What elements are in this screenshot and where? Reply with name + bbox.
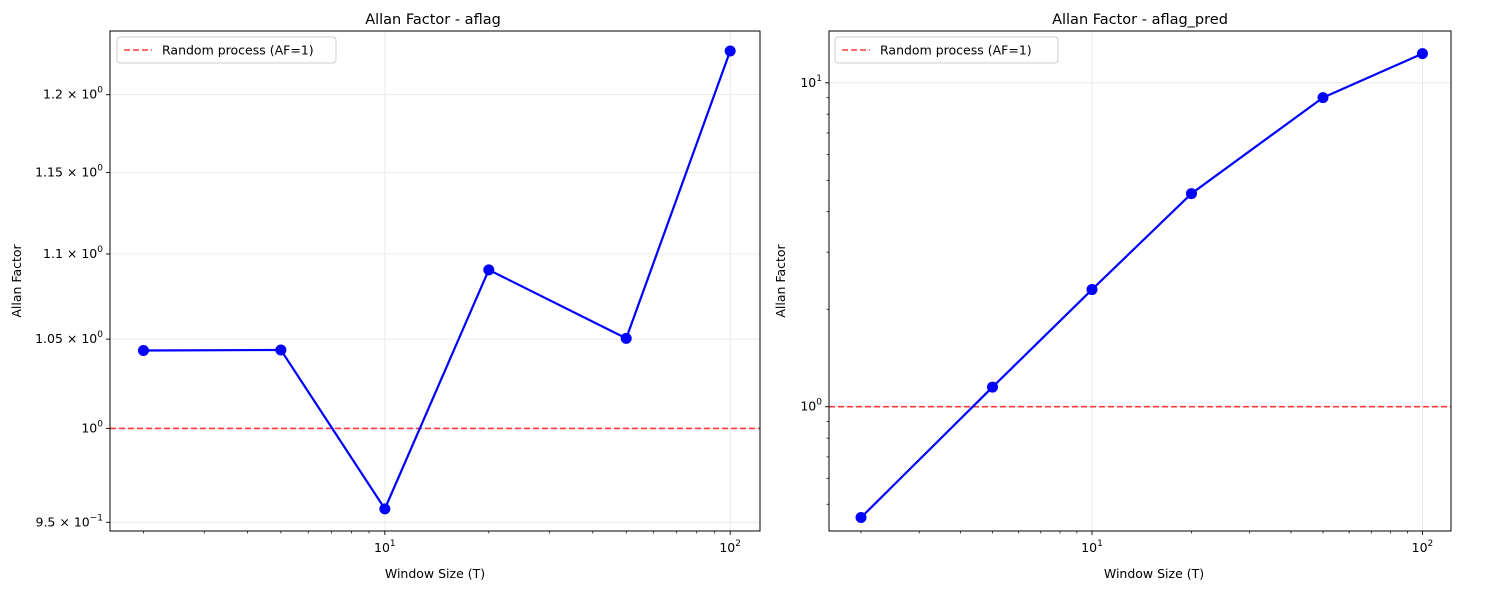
y-axis-ticks: 100 101 <box>800 74 829 505</box>
data-point <box>1185 188 1197 200</box>
series-line <box>143 50 732 510</box>
x-tick-label: 102 <box>719 539 741 555</box>
axes-frame <box>828 30 1452 532</box>
y-tick-label: 1.1 × 100 <box>43 245 103 261</box>
y-tick-label: 100 <box>81 419 103 435</box>
x-axis-label: Window Size (T) <box>1104 566 1204 581</box>
y-axis-label: Allan Factor <box>9 243 24 317</box>
x-tick-label: 101 <box>1081 539 1103 555</box>
y-tick-label: 100 <box>800 398 822 414</box>
legend-entry-label: Random process (AF=1) <box>880 43 1032 58</box>
legend: Random process (AF=1) <box>116 36 337 64</box>
chart-title: Allan Factor - aflag_pred <box>1052 12 1228 28</box>
legend: Random process (AF=1) <box>834 36 1059 64</box>
legend-box <box>116 36 337 64</box>
y-tick-label: 9.5 × 10−1 <box>36 513 104 529</box>
data-point <box>724 45 736 57</box>
data-point <box>379 503 391 515</box>
y-tick-label: 1.05 × 100 <box>35 330 103 346</box>
data-point <box>1086 284 1098 296</box>
series-line <box>860 52 1423 519</box>
y-axis-ticks: 9.5 × 10−1 100 1.05 × 100 1.1 × 100 1.15 × 1… <box>35 86 110 529</box>
data-point <box>855 512 867 524</box>
y-tick-label: 1.15 × 100 <box>35 164 103 180</box>
data-point <box>1317 92 1329 104</box>
data-point <box>1416 48 1428 60</box>
x-axis-ticks: 101 102 <box>860 531 1434 555</box>
data-series <box>855 48 1428 524</box>
data-point <box>137 344 149 356</box>
y-axis-label: Allan Factor <box>773 243 788 317</box>
x-tick-label: 102 <box>1412 539 1434 555</box>
data-series <box>137 45 736 515</box>
x-tick-label: 101 <box>374 539 396 555</box>
axes-frame <box>109 30 761 532</box>
x-axis-label: Window Size (T) <box>385 566 485 581</box>
y-tick-label: 101 <box>800 74 822 90</box>
chart-panel-aflag-pred: Allan Factor - aflag_pred 101 102 100 101 … <box>773 12 1452 581</box>
x-axis-ticks: 101 102 <box>143 531 741 555</box>
legend-box <box>834 36 1059 64</box>
y-tick-label: 1.2 × 100 <box>43 86 103 102</box>
chart-title: Allan Factor - aflag <box>365 12 501 28</box>
data-point <box>620 332 632 344</box>
plot-area <box>110 31 760 531</box>
data-point <box>275 344 287 356</box>
data-point <box>483 264 495 276</box>
chart-panel-aflag: Allan Factor - aflag 101 102 9.5 × 10−1 10… <box>9 12 761 581</box>
data-point <box>987 381 999 393</box>
legend-entry-label: Random process (AF=1) <box>162 43 314 58</box>
